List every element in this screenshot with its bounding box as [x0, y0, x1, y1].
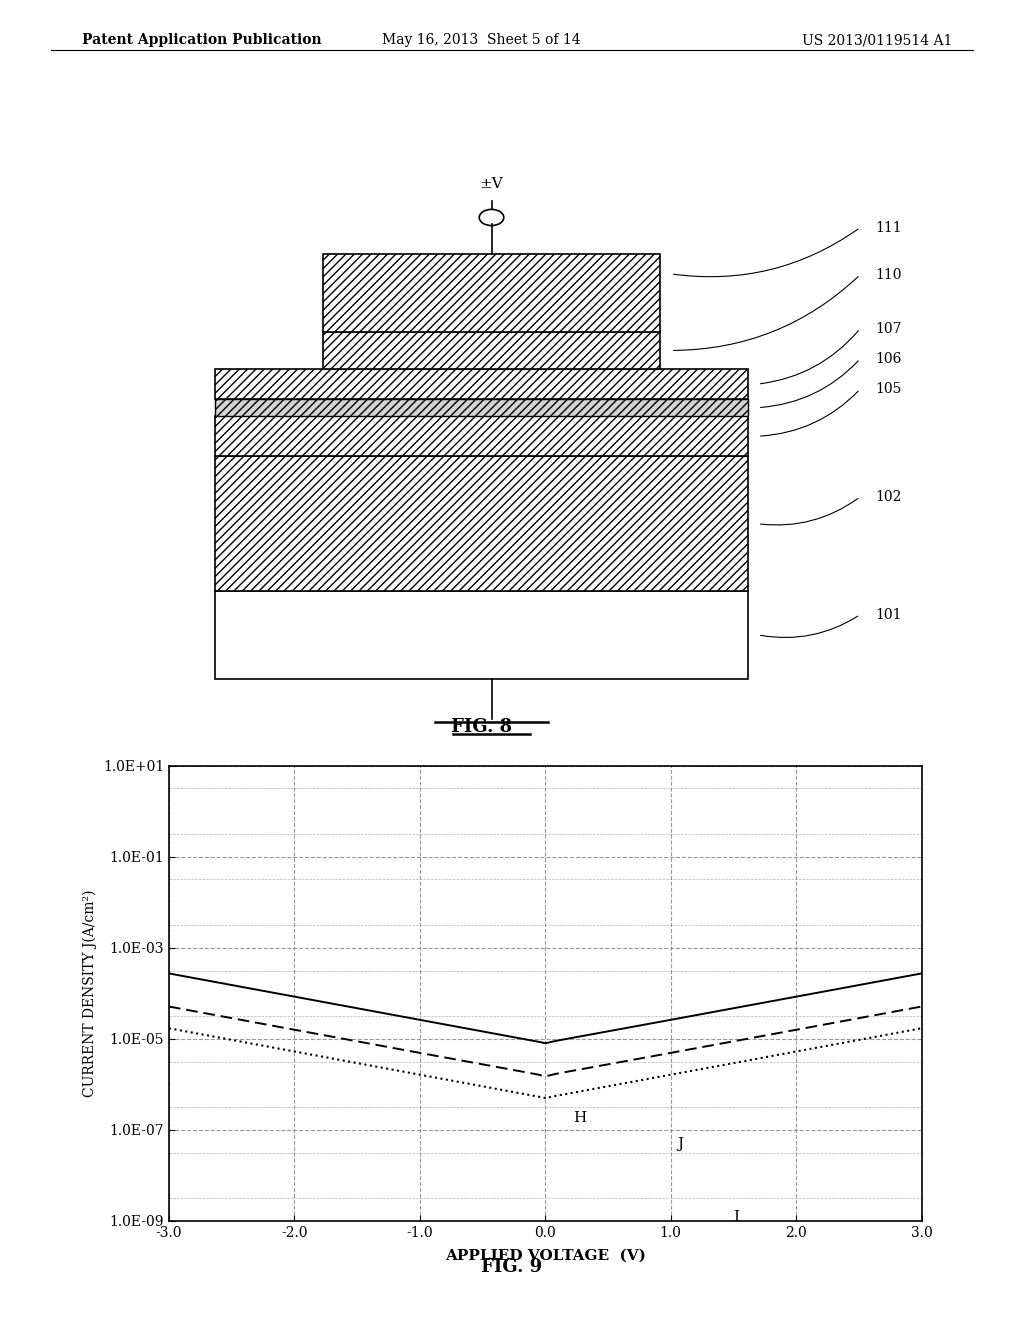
Text: 102: 102 — [876, 490, 902, 504]
Text: May 16, 2013  Sheet 5 of 14: May 16, 2013 Sheet 5 of 14 — [382, 33, 581, 48]
Bar — [323, 255, 660, 331]
Text: 110: 110 — [876, 268, 902, 281]
Text: J: J — [677, 1137, 683, 1151]
Bar — [215, 399, 748, 416]
Text: US 2013/0119514 A1: US 2013/0119514 A1 — [802, 33, 952, 48]
Text: 107: 107 — [876, 322, 902, 335]
Bar — [323, 331, 660, 370]
Bar — [215, 591, 748, 678]
Text: 111: 111 — [876, 220, 902, 235]
Bar — [215, 457, 748, 591]
Bar — [215, 370, 748, 399]
Y-axis label: CURRENT DENSITY J(A/cm²): CURRENT DENSITY J(A/cm²) — [83, 890, 97, 1097]
Text: Patent Application Publication: Patent Application Publication — [82, 33, 322, 48]
Text: FIG. 9: FIG. 9 — [481, 1258, 543, 1276]
Text: 101: 101 — [876, 607, 902, 622]
X-axis label: APPLIED VOLTAGE  (V): APPLIED VOLTAGE (V) — [444, 1249, 646, 1262]
Text: I: I — [733, 1210, 739, 1225]
Text: FIG. 8: FIG. 8 — [451, 718, 512, 735]
Bar — [215, 416, 748, 457]
Text: 105: 105 — [876, 381, 902, 396]
Text: H: H — [572, 1111, 586, 1125]
Text: ±V: ±V — [479, 177, 504, 190]
Text: 106: 106 — [876, 352, 902, 366]
